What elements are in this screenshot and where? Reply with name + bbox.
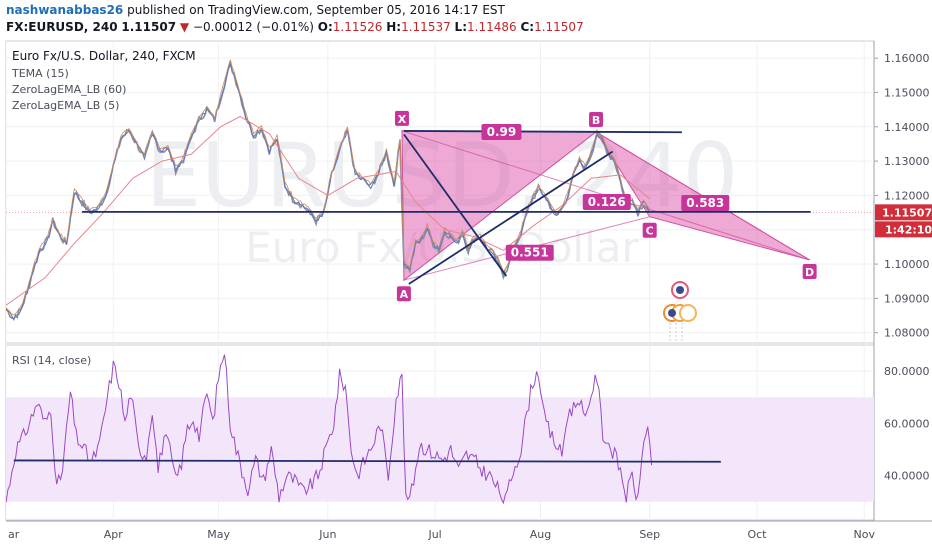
open-label: O: xyxy=(317,20,333,34)
author-link[interactable]: nashwanabbas26 xyxy=(6,3,124,17)
time-badge-bg xyxy=(875,221,932,238)
ratio-label-bg[interactable] xyxy=(681,194,730,211)
low-label: L: xyxy=(454,20,467,34)
event-marker-dot xyxy=(668,309,676,317)
event-marker-icon[interactable] xyxy=(679,304,697,322)
time-tick-label: Jul xyxy=(427,528,441,541)
ratio-label-bg[interactable] xyxy=(582,193,631,210)
point-label-d-bg[interactable] xyxy=(802,263,817,279)
time-tick-label: Oct xyxy=(747,528,767,541)
point-label-b[interactable]: B xyxy=(592,114,600,127)
ohlc-line: FX:EURUSD, 240 1.11507 ▼ −0.00012 (−0.01… xyxy=(6,20,584,34)
rsi-tick-label: 40.0000 xyxy=(884,470,930,483)
price-tick-label: 1.13000 xyxy=(884,155,930,168)
point-label-d[interactable]: D xyxy=(805,266,814,279)
price-tick-label: 1.09000 xyxy=(884,292,930,305)
trendline[interactable] xyxy=(403,133,508,277)
time-tick-label: Apr xyxy=(104,528,124,541)
point-label-b-bg[interactable] xyxy=(589,111,604,127)
rsi-label[interactable]: RSI (14, close) xyxy=(12,354,91,367)
chart-header: nashwanabbas26 published on TradingView.… xyxy=(0,0,932,40)
down-triangle-icon: ▼ xyxy=(179,20,190,34)
time-tick-label: Jun xyxy=(318,528,336,541)
price-badge-bg xyxy=(875,204,932,221)
time-tick-label: May xyxy=(207,528,230,541)
time-tick-label: Nov xyxy=(854,528,876,541)
price-tick-label: 1.12000 xyxy=(884,189,930,202)
point-label-a-bg[interactable] xyxy=(396,286,411,302)
time-tick-label: Sep xyxy=(639,528,660,541)
rsi-tick-label: 60.0000 xyxy=(884,417,930,430)
price-tick-label: 1.15000 xyxy=(884,86,930,99)
point-label-x-bg[interactable] xyxy=(394,110,409,126)
publish-line: nashwanabbas26 published on TradingView.… xyxy=(6,3,505,17)
point-label-c[interactable]: C xyxy=(646,225,654,238)
symbol-label[interactable]: FX:EURUSD, 240 xyxy=(6,20,118,34)
event-marker-dot xyxy=(676,286,684,294)
ratio-label[interactable]: 0.583 xyxy=(686,196,724,210)
close-label: C: xyxy=(520,20,535,34)
high-value: 1.11537 xyxy=(401,20,451,34)
zerolag-ema-5-line xyxy=(6,58,651,316)
ratio-label-bg[interactable] xyxy=(505,244,554,261)
price-change: −0.00012 (−0.01%) xyxy=(192,20,314,34)
indicator-tema[interactable]: TEMA (15) xyxy=(11,67,69,80)
ratio-label-bg[interactable] xyxy=(481,123,522,140)
price-tick-label: 1.08000 xyxy=(884,327,930,340)
rsi-band xyxy=(6,397,874,502)
point-label-c-bg[interactable] xyxy=(642,222,657,238)
ratio-label[interactable]: 0.551 xyxy=(511,246,549,260)
open-value: 1.11526 xyxy=(332,20,383,34)
price-tick-label: 1.10000 xyxy=(884,258,930,271)
low-value: 1.11486 xyxy=(467,20,517,34)
price-tick-label: 1.16000 xyxy=(884,52,930,65)
trendline[interactable] xyxy=(403,130,682,134)
point-label-x[interactable]: X xyxy=(398,113,407,126)
indicator-zerolag-5[interactable]: ZeroLagEMA_LB (5) xyxy=(12,99,119,112)
high-label: H: xyxy=(386,20,402,34)
rsi-trendline[interactable] xyxy=(13,459,721,463)
rsi-tick-label: 80.0000 xyxy=(884,365,930,378)
last-price: 1.11507 xyxy=(121,20,177,34)
price-tick-label: 1.14000 xyxy=(884,121,930,134)
close-value: 1.11507 xyxy=(534,20,584,34)
time-badge: 1:42:10 xyxy=(885,223,932,236)
ratio-label[interactable]: 0.126 xyxy=(588,195,626,209)
rsi-line xyxy=(6,354,653,505)
time-tick-label: ar xyxy=(8,528,20,541)
trendline[interactable] xyxy=(408,150,614,285)
economic-event-markers[interactable] xyxy=(663,281,697,343)
zerolag-ema-60-line xyxy=(6,115,651,306)
indicator-zerolag-60[interactable]: ZeroLagEMA_LB (60) xyxy=(12,83,126,96)
point-label-a[interactable]: A xyxy=(400,288,409,301)
price-badge: 1.11507 xyxy=(882,206,932,219)
price-chart-svg[interactable]: EURUSD, 240 Euro Fx/U.S. Dollar XABCD0.9… xyxy=(0,40,932,550)
ratio-label[interactable]: 0.99 xyxy=(487,125,517,139)
chart-area[interactable]: EURUSD, 240 Euro Fx/U.S. Dollar XABCD0.9… xyxy=(0,40,932,554)
published-text: published on TradingView.com, September … xyxy=(127,3,505,17)
chart-title: Euro Fx/U.S. Dollar, 240, FXCM xyxy=(12,49,196,63)
time-tick-label: Aug xyxy=(530,528,551,541)
